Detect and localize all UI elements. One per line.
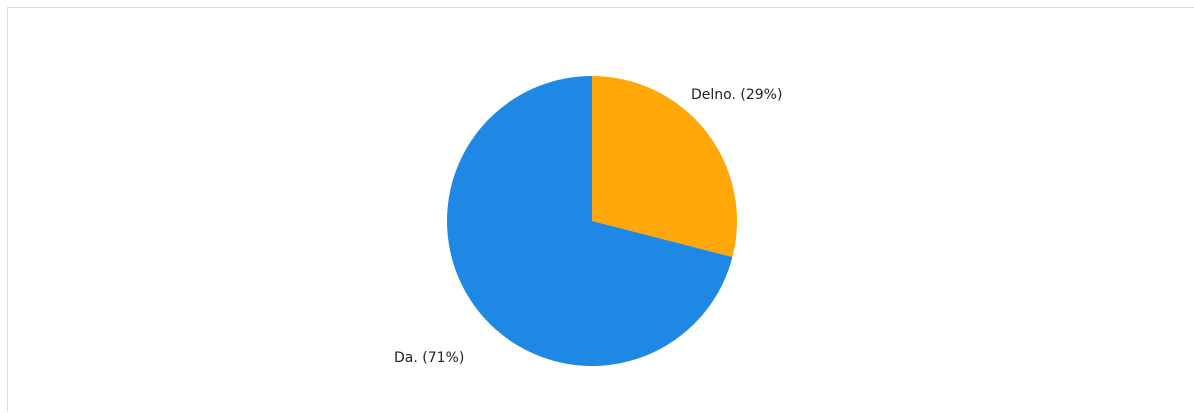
chart-panel: Delno. (29%) Da. (71%) [7,7,1194,412]
pie-slices [446,75,737,366]
pie-chart: Delno. (29%) Da. (71%) [394,75,782,366]
pie-slice-label-0: Delno. (29%) [691,87,782,103]
pie-labels: Delno. (29%) Da. (71%) [394,87,782,366]
pie-slice-1[interactable] [446,75,733,366]
pie-slice-label-1: Da. (71%) [394,350,464,366]
pie-slice-0[interactable] [592,76,737,258]
